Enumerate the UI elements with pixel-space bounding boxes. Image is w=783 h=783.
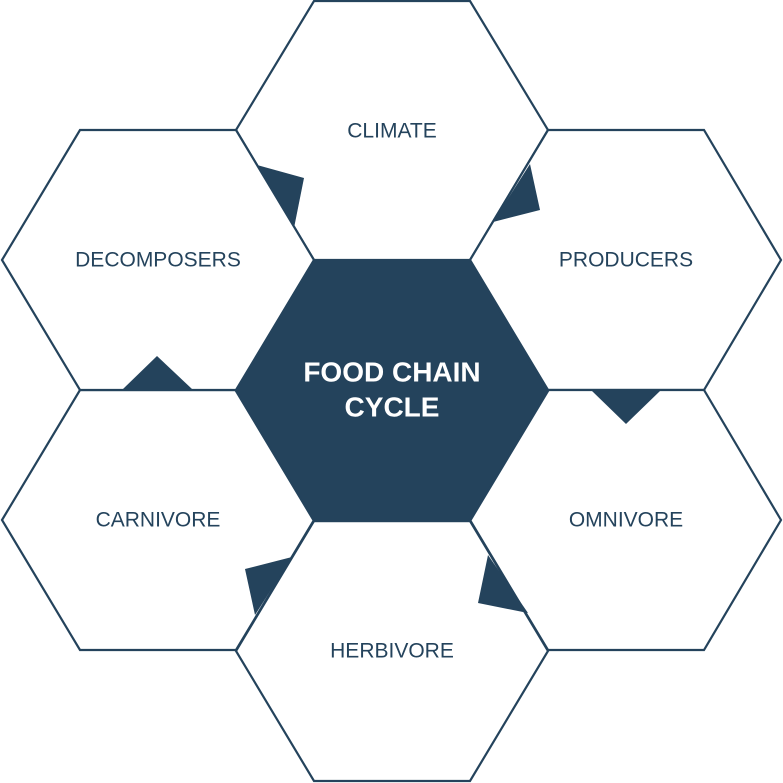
hex-center bbox=[234, 259, 550, 523]
center-title-line1: FOOD CHAIN bbox=[303, 356, 480, 387]
label-climate: CLIMATE bbox=[347, 120, 436, 143]
notch-herbivore-to-carnivore bbox=[245, 557, 292, 615]
notch-omnivore-to-herbivore bbox=[478, 555, 528, 613]
center-title-line2: CYCLE bbox=[345, 391, 440, 422]
label-herbivore: HERBIVORE bbox=[330, 640, 454, 663]
notch-producers-to-omnivore bbox=[592, 391, 660, 424]
label-decomposers: DECOMPOSERS bbox=[75, 249, 241, 272]
notch-climate-to-producers bbox=[493, 164, 540, 222]
label-carnivore: CARNIVORE bbox=[96, 509, 221, 532]
notch-carnivore-to-decomposers bbox=[123, 356, 192, 389]
label-omnivore: OMNIVORE bbox=[569, 509, 683, 532]
label-producers: PRODUCERS bbox=[559, 249, 693, 272]
notch-decomposers-to-climate bbox=[257, 165, 304, 228]
